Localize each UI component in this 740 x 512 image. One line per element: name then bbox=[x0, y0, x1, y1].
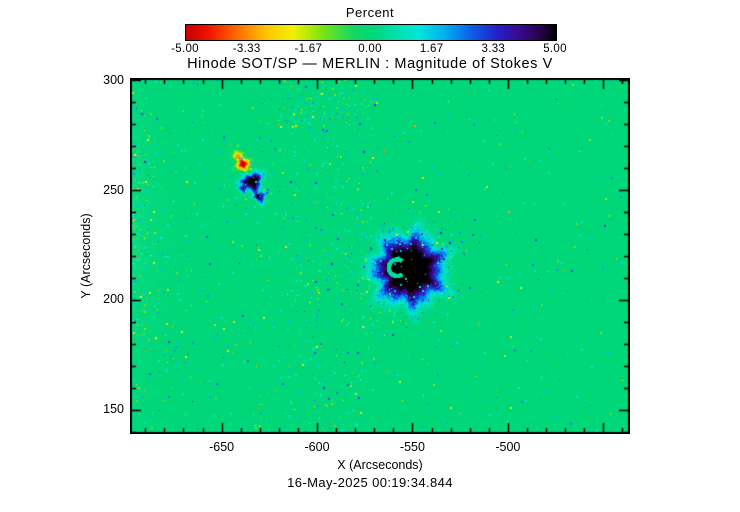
heatmap-canvas bbox=[130, 78, 630, 434]
colorbar-tick-label: -1.67 bbox=[294, 43, 323, 55]
y-tick-label: 300 bbox=[103, 72, 124, 87]
y-tick-label: 150 bbox=[103, 402, 124, 417]
timestamp: 16-May-2025 00:19:34.844 bbox=[287, 475, 453, 490]
colorbar-tick-label: 5.00 bbox=[543, 43, 567, 55]
colorbar-tick-label: -5.00 bbox=[171, 43, 199, 55]
x-tick-label: -550 bbox=[399, 440, 425, 454]
x-tick-label: -650 bbox=[209, 440, 235, 454]
x-tick-label: -600 bbox=[304, 440, 330, 454]
colorbar bbox=[185, 24, 557, 41]
plot-title: Hinode SOT/SP — MERLIN : Magnitude of St… bbox=[187, 56, 553, 72]
y-axis-label: Y (Arcseconds) bbox=[79, 213, 93, 299]
colorbar-tick-label: -3.33 bbox=[232, 43, 261, 55]
colorbar-tick-label: 3.33 bbox=[481, 43, 506, 55]
y-tick-label: 250 bbox=[103, 182, 124, 197]
colorbar-tick-label: 1.67 bbox=[419, 43, 444, 55]
colorbar-title: Percent bbox=[345, 5, 395, 20]
y-tick-label: 200 bbox=[103, 292, 124, 307]
x-tick-label: -500 bbox=[495, 440, 521, 454]
x-axis-label: X (Arcseconds) bbox=[337, 458, 423, 472]
colorbar-tick-label: 0.00 bbox=[358, 43, 382, 55]
